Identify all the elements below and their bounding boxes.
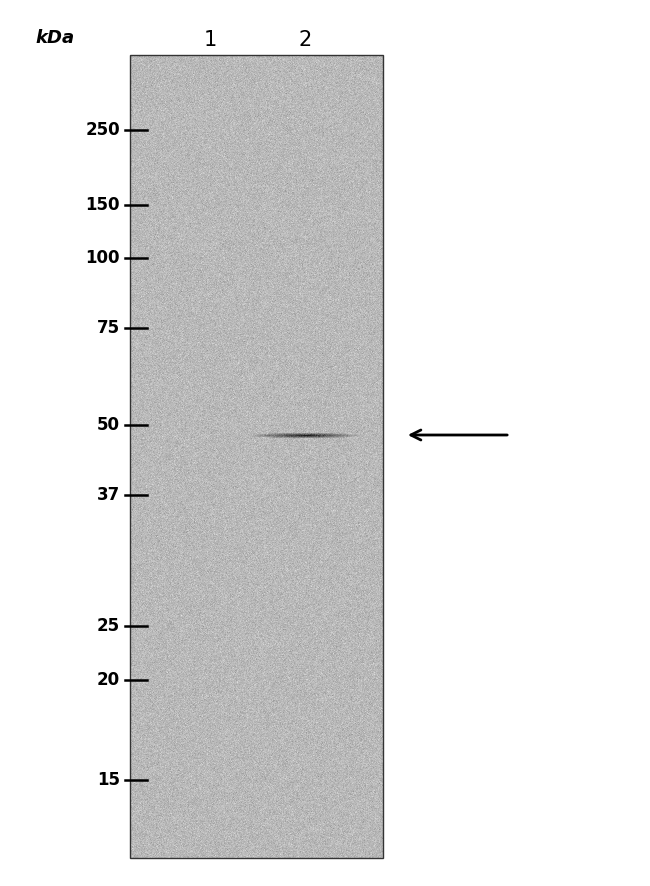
Text: 50: 50 [97, 416, 120, 434]
Text: 100: 100 [86, 249, 120, 267]
Text: 37: 37 [97, 486, 120, 504]
Text: 15: 15 [97, 771, 120, 789]
Text: 250: 250 [85, 121, 120, 139]
Text: 75: 75 [97, 319, 120, 337]
Text: 150: 150 [86, 196, 120, 214]
Text: 1: 1 [203, 30, 216, 50]
Text: 20: 20 [97, 671, 120, 689]
Text: 25: 25 [97, 617, 120, 635]
Text: 2: 2 [298, 30, 311, 50]
Text: kDa: kDa [36, 29, 75, 47]
Bar [130, 55, 383, 858]
